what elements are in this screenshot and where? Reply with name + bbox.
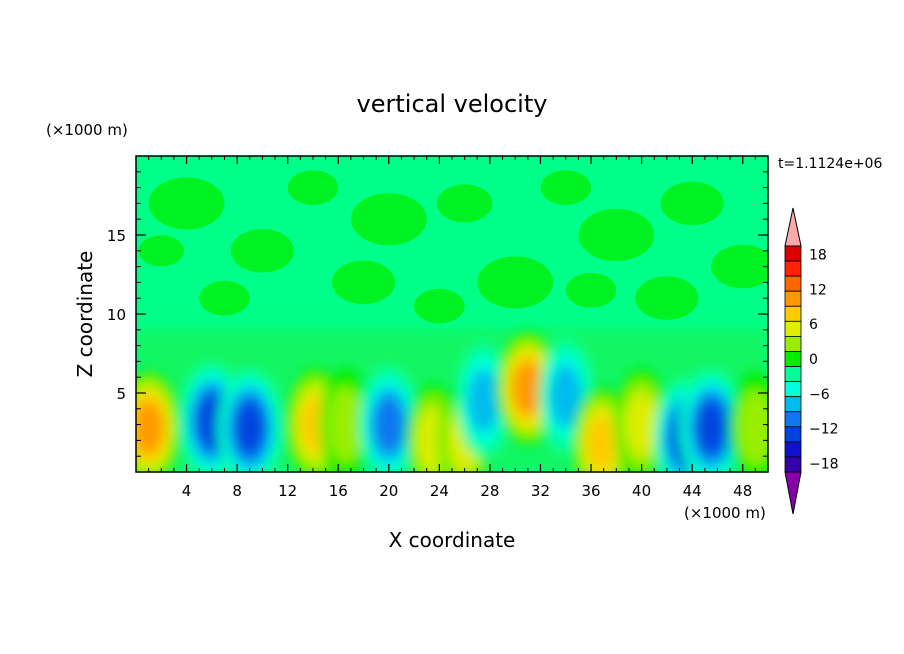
colorbar-band (784, 305, 802, 322)
contour-level (327, 386, 364, 463)
weak-updraft-patch (230, 229, 294, 273)
velocity-cell (217, 369, 282, 472)
weak-updraft-patch (660, 181, 724, 226)
colorbar-band (784, 245, 802, 262)
weak-updraft-patch (148, 177, 225, 230)
colorbar-band (784, 366, 802, 382)
x-tick-label: 16 (329, 482, 348, 500)
colorbar-band (784, 290, 802, 307)
colorbar-band (784, 351, 802, 367)
contour-level (235, 401, 265, 454)
contour-level (696, 401, 726, 454)
colorbar-band (784, 275, 802, 292)
time-label: t=1.1124e+06 (778, 156, 882, 172)
colorbar: 18 12 6 0 −6 −12 −18 (784, 207, 839, 515)
contour-level (373, 396, 404, 453)
colorbar-band (784, 260, 802, 277)
y-tick-label: 5 (116, 385, 126, 403)
colorbar-band (784, 396, 802, 413)
x-tick-label: 32 (531, 482, 550, 500)
colorbar-band (784, 411, 802, 428)
x-tick-label: 48 (733, 482, 752, 500)
colorbar-label: 12 (809, 282, 827, 298)
y-unit-label: (×1000 m) (46, 121, 128, 139)
weak-updraft-patch (540, 170, 592, 205)
colorbar-band (784, 381, 802, 398)
contour-level (513, 362, 543, 415)
x-tick-label: 40 (632, 482, 651, 500)
colorbar-label: 18 (809, 248, 827, 264)
weak-updraft-patch (199, 280, 250, 316)
chart-title: vertical velocity (357, 90, 548, 118)
y-tick-label: 10 (107, 306, 126, 324)
velocity-cell (679, 369, 744, 472)
x-tick-label: 20 (379, 482, 398, 500)
x-axis: 4 8 12 16 20 24 28 32 36 40 44 48 (148, 156, 756, 500)
x-unit-label: (×1000 m) (684, 504, 766, 522)
colorbar-band (784, 426, 802, 443)
colorbar-max-arrow (784, 207, 802, 247)
colorbar-band (784, 456, 802, 473)
velocity-cell (359, 366, 419, 472)
weak-updraft-patch (565, 272, 617, 308)
y-axis-label: Z coordinate (73, 251, 97, 378)
weak-updraft-patch (287, 170, 339, 205)
x-tick-label: 44 (683, 482, 702, 500)
colorbar-band (784, 441, 802, 458)
contour-level (467, 369, 500, 433)
weak-updraft-patch (350, 193, 427, 246)
x-tick-label: 12 (278, 482, 297, 500)
weak-updraft-patch (331, 260, 396, 305)
velocity-cell (319, 366, 372, 472)
contour-level (550, 364, 582, 428)
contour-level (586, 415, 616, 472)
weak-updraft-patch (414, 288, 465, 324)
x-tick-label: 36 (581, 482, 600, 500)
weak-updraft-patch (477, 256, 554, 309)
weak-updraft-patch (635, 276, 699, 320)
velocity-cell (456, 342, 511, 459)
colorbar-label: 0 (809, 352, 818, 368)
x-tick-label: 28 (480, 482, 499, 500)
contour-level (136, 401, 164, 454)
x-tick-label: 4 (182, 482, 192, 500)
weak-updraft-patch (711, 244, 768, 289)
x-axis-label: X coordinate (389, 528, 516, 552)
colorbar-band (784, 335, 802, 352)
colorbar-band (784, 320, 802, 337)
weak-updraft-patch (436, 184, 493, 223)
x-tick-label: 24 (430, 482, 449, 500)
x-tick-label: 8 (232, 482, 242, 500)
contour-level (737, 389, 768, 466)
y-axis: 5 10 15 (107, 171, 768, 457)
velocity-cell (136, 369, 181, 472)
colorbar-label: 6 (809, 317, 818, 333)
contour-level (625, 393, 658, 456)
y-tick-label: 15 (107, 227, 126, 245)
weak-updraft-patch (578, 208, 655, 262)
plot-area (135, 155, 769, 473)
colorbar-label: −6 (809, 387, 830, 403)
weak-updraft-patch (138, 235, 185, 267)
velocity-cell (729, 369, 768, 472)
colorbar-label: −18 (809, 456, 839, 472)
colorbar-min-arrow (784, 471, 802, 515)
colorbar-label: −12 (809, 422, 839, 438)
